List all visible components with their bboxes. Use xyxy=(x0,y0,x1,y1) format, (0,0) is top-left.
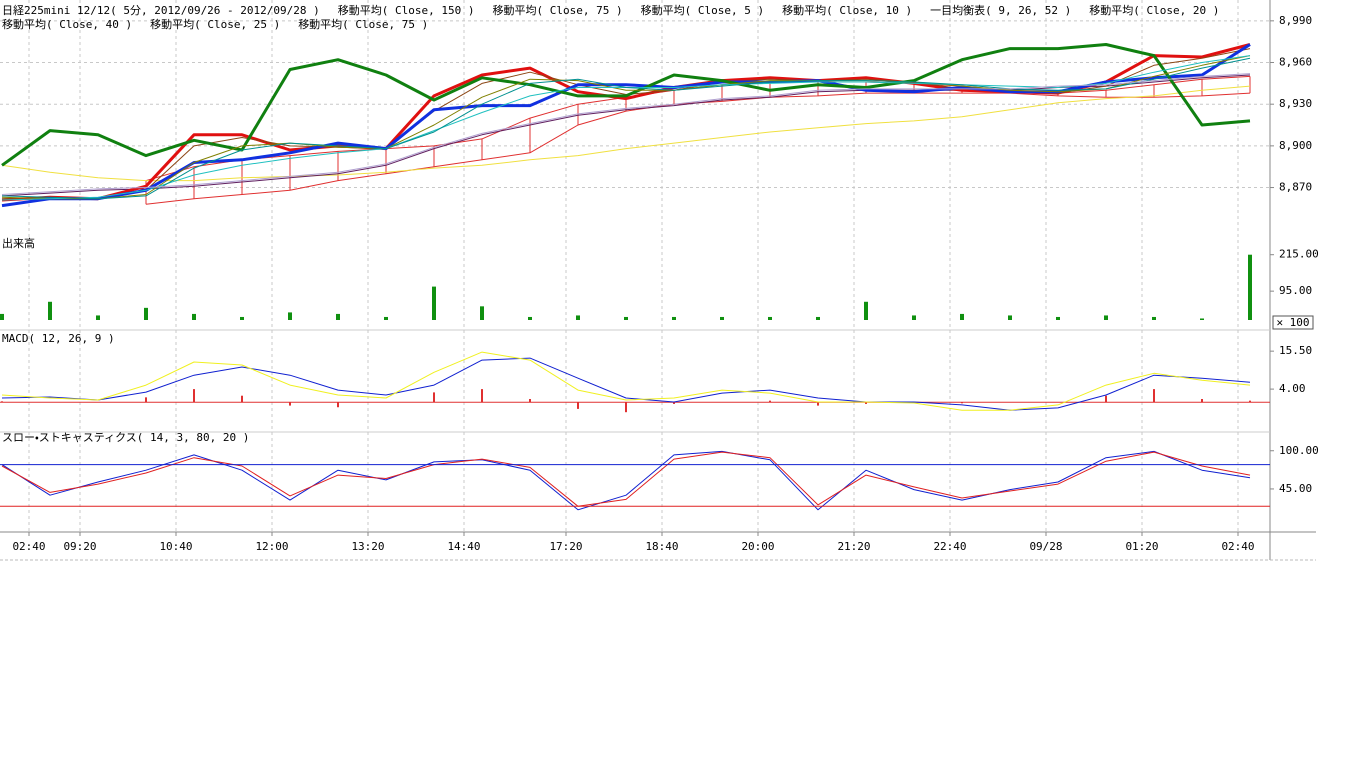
bar xyxy=(768,317,772,320)
bar xyxy=(624,317,628,320)
bar xyxy=(1056,317,1060,320)
bar xyxy=(576,315,580,320)
x-tick-label: 18:40 xyxy=(645,540,678,553)
bar xyxy=(192,314,196,320)
legend-entry: 移動平均( Close, 75 ) xyxy=(298,18,428,31)
x-tick-label: 02:40 xyxy=(12,540,45,553)
header-line: 移動平均( Close, 40 ) 移動平均( Close, 25 ) 移動平均( … xyxy=(2,18,446,31)
y-tick-label: 8,960 xyxy=(1279,56,1312,69)
x-tick-label: 12:00 xyxy=(255,540,288,553)
header-line: 日経225mini 12/12( 5分, 2012/09/26 - 2012/0… xyxy=(2,4,1237,17)
legend-entry: 移動平均( Close, 5 ) xyxy=(641,4,764,17)
bar xyxy=(1200,318,1204,320)
x-tick-label: 17:20 xyxy=(549,540,582,553)
bar xyxy=(240,317,244,320)
y-tick-label: 95.00 xyxy=(1279,284,1312,297)
x-tick-label: 02:40 xyxy=(1221,540,1254,553)
y-tick-label: 15.50 xyxy=(1279,344,1312,357)
y-tick-label: 100.00 xyxy=(1279,444,1319,457)
x-tick-label: 13:20 xyxy=(351,540,384,553)
bar xyxy=(1008,315,1012,320)
panel-title: スロー・ストキャスティクス( 14, 3, 80, 20 ) xyxy=(2,431,249,444)
bar xyxy=(528,317,532,320)
y-tick-label: 45.00 xyxy=(1279,482,1312,495)
x-tick-label: 14:40 xyxy=(447,540,480,553)
bar xyxy=(480,306,484,320)
panel-title: MACD( 12, 26, 9 ) xyxy=(2,332,115,345)
y-tick-label: 8,870 xyxy=(1279,181,1312,194)
bar xyxy=(48,302,52,320)
bar xyxy=(672,317,676,320)
legend-entry: 移動平均( Close, 75 ) xyxy=(493,4,623,17)
legend-entry: 移動平均( Close, 40 ) xyxy=(2,18,132,31)
bar xyxy=(96,315,100,320)
legend-entry: 移動平均( Close, 25 ) xyxy=(150,18,280,31)
bar xyxy=(1152,317,1156,320)
legend-entry: 移動平均( Close, 20 ) xyxy=(1089,4,1219,17)
bar xyxy=(720,317,724,320)
bar xyxy=(336,314,340,320)
x-tick-label: 09/28 xyxy=(1029,540,1062,553)
y-tick-label: 8,990 xyxy=(1279,14,1312,27)
y-tick-label: 4.00 xyxy=(1279,382,1306,395)
bar xyxy=(432,287,436,320)
bar xyxy=(864,302,868,320)
legend-entry: 移動平均( Close, 10 ) xyxy=(782,4,912,17)
x-tick-label: 21:20 xyxy=(837,540,870,553)
bar xyxy=(960,314,964,320)
x-tick-label: 22:40 xyxy=(933,540,966,553)
legend-entry: 移動平均( Close, 150 ) xyxy=(338,4,475,17)
bar xyxy=(912,315,916,320)
bar xyxy=(816,317,820,320)
y-tick-label: 215.00 xyxy=(1279,248,1319,261)
y-tick-label: 8,900 xyxy=(1279,139,1312,152)
plot-area xyxy=(0,0,1270,532)
bar xyxy=(288,312,292,320)
panel-title: 出来高 xyxy=(2,236,35,250)
chart-title: 日経225mini 12/12( 5分, 2012/09/26 - 2012/0… xyxy=(2,4,320,17)
x-tick-label: 01:20 xyxy=(1125,540,1158,553)
x-tick-label: 10:40 xyxy=(159,540,192,553)
legend-entry: 一目均衡表( 9, 26, 52 ) xyxy=(930,4,1071,17)
x-tick-label: 20:00 xyxy=(741,540,774,553)
unit-label: ✕ 100 xyxy=(1276,316,1309,329)
x-tick-label: 09:20 xyxy=(63,540,96,553)
bar xyxy=(0,314,4,320)
bar xyxy=(384,317,388,320)
y-tick-label: 8,930 xyxy=(1279,97,1312,110)
bar xyxy=(1104,315,1108,320)
bar xyxy=(144,308,148,320)
bar xyxy=(1248,255,1252,320)
